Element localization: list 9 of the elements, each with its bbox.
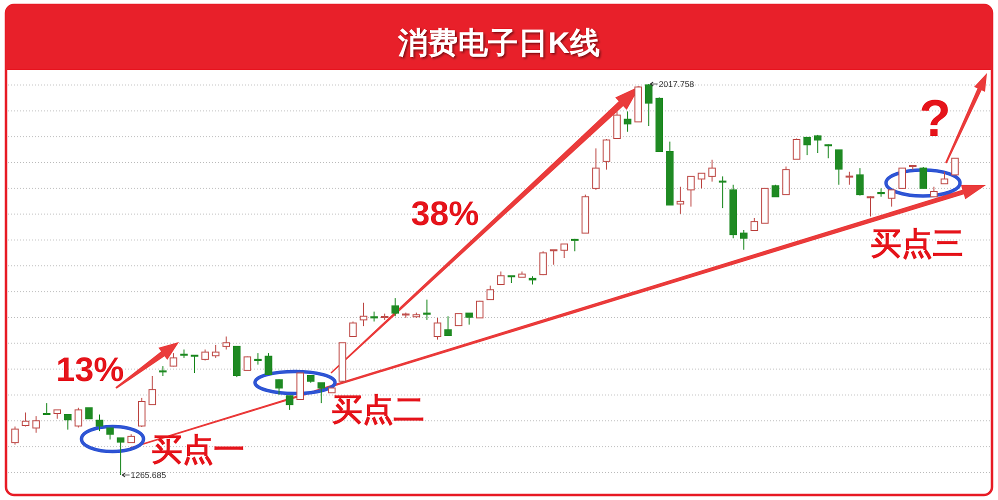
annotation: 1265.685	[130, 470, 166, 480]
annotation: 买点二	[332, 392, 424, 427]
annotation: 买点一	[152, 432, 244, 467]
annotation: 13%	[56, 351, 124, 389]
annotation: 38%	[410, 195, 480, 233]
annotation: 买点三	[870, 226, 964, 261]
annotation: 2017.758	[658, 79, 694, 89]
title: 消费电子日K线	[398, 27, 600, 60]
annotation: ?	[919, 90, 951, 148]
